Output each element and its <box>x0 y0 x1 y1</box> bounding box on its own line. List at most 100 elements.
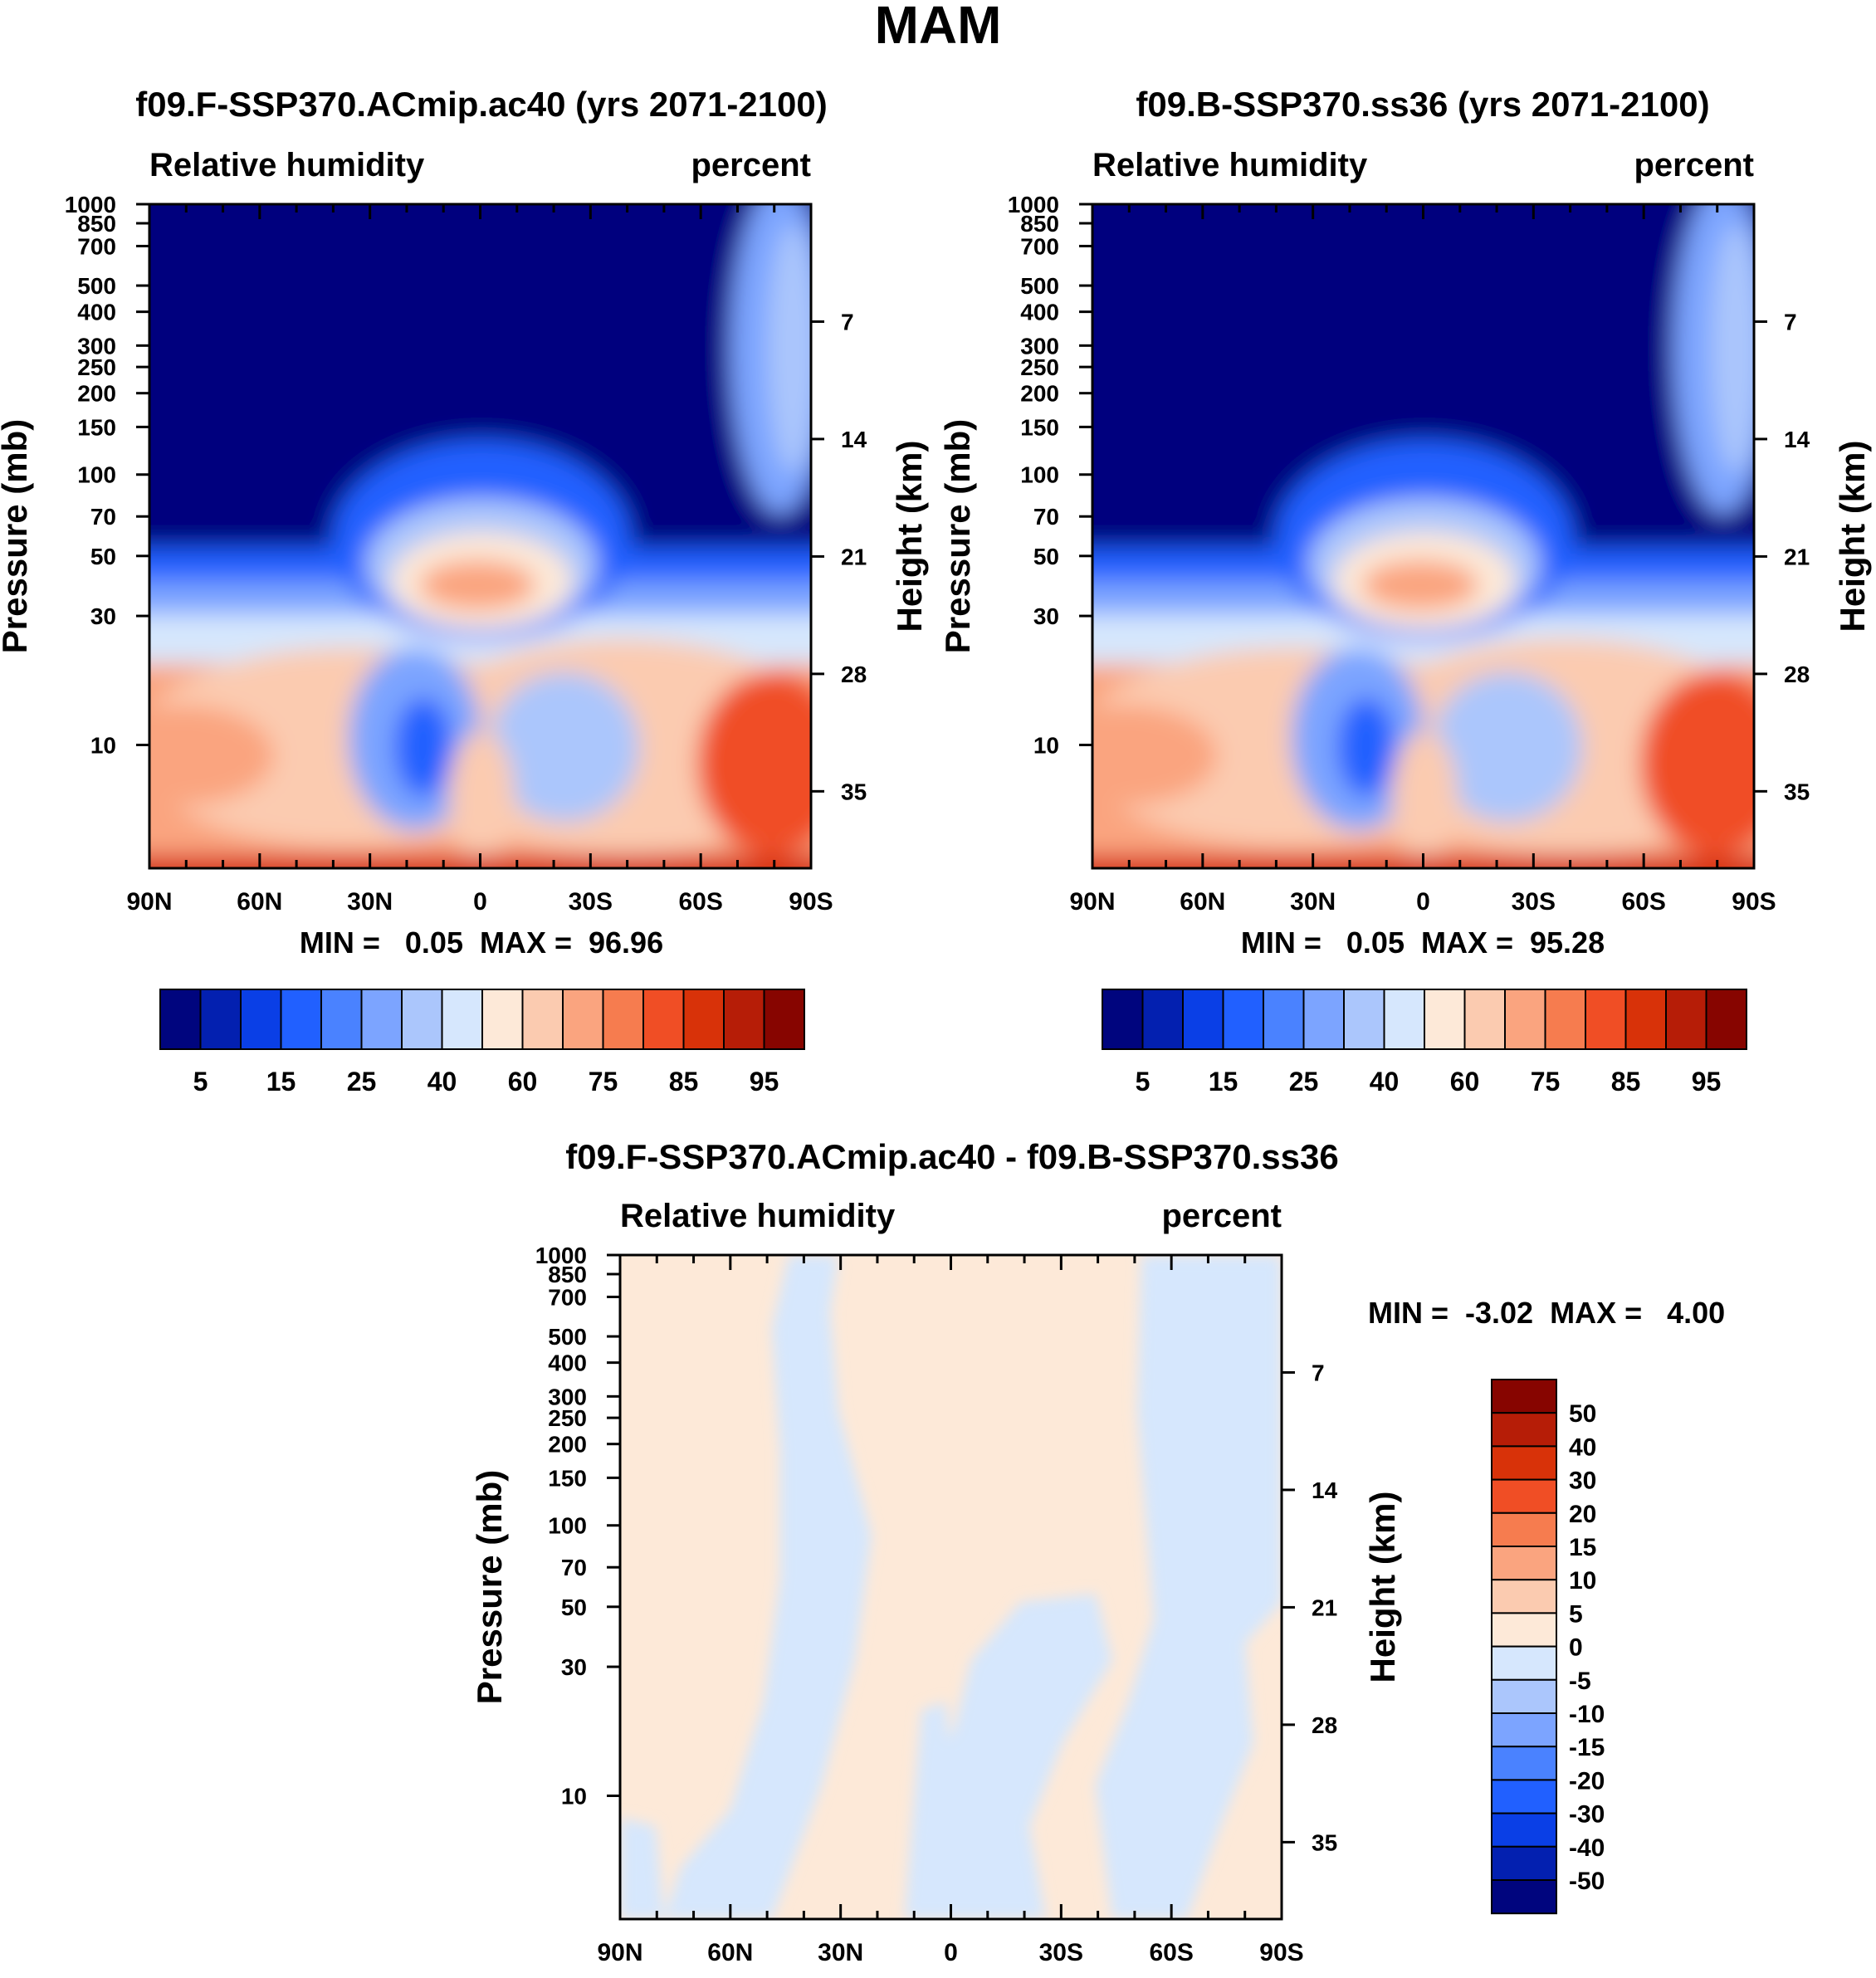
y2-tick-label: 21 <box>1784 544 1810 569</box>
y-tick-label: 300 <box>77 333 116 359</box>
x-ticks: 90N 60N 30N 0 30S 60S 90S <box>126 204 833 916</box>
panel-title: f09.F-SSP370.ACmip.ac40 (yrs 2071-2100) <box>135 85 827 124</box>
y2-tick-label: 14 <box>841 427 867 452</box>
units-label: percent <box>1634 147 1755 183</box>
colorbar-label: 40 <box>427 1067 457 1096</box>
colorbar-box <box>1504 989 1546 1050</box>
x-tick-label: 0 <box>944 1939 958 1966</box>
colorbar-label: 85 <box>1611 1067 1641 1096</box>
colorbar-label: 60 <box>508 1067 538 1096</box>
x-tick-label: 30S <box>569 888 613 916</box>
colorbar-label: 60 <box>1450 1067 1480 1096</box>
colorbar-box <box>1491 1579 1557 1614</box>
colorbar-label: -40 <box>1569 1834 1605 1862</box>
colorbar-label: 30 <box>1569 1468 1596 1495</box>
colorbar-box <box>1491 1746 1557 1781</box>
colorbar-box <box>1302 989 1345 1050</box>
y-tick-label: 10 <box>90 732 116 758</box>
y-tick-label: 200 <box>77 381 116 407</box>
colorbar-label: 75 <box>589 1067 618 1096</box>
colorbar-box <box>723 989 765 1050</box>
x-tick-label: 60S <box>678 888 722 916</box>
units-label: percent <box>691 147 812 183</box>
y2-tick-label: 35 <box>1312 1829 1337 1855</box>
colorbar-box <box>1491 1612 1557 1648</box>
x-tick-label: 90S <box>789 888 833 916</box>
colorbar-box <box>1424 989 1466 1050</box>
colorbar-box <box>1491 1645 1557 1681</box>
colorbar-label: 15 <box>266 1067 296 1096</box>
variable-label: Relative humidity <box>149 147 425 183</box>
y2-tick-label: 21 <box>841 544 867 569</box>
y-tick-label: 100 <box>77 462 116 488</box>
y-tick-label: 1000 <box>535 1243 587 1268</box>
contour-field <box>620 1255 1282 1919</box>
colorbar: 5 15 25 40 60 75 85 95 <box>159 989 805 1096</box>
colorbar-box <box>1463 989 1506 1050</box>
y-tick-label: 10 <box>561 1783 587 1809</box>
colorbar: 5 15 25 40 60 75 85 95 <box>1102 989 1747 1096</box>
colorbar-box <box>1491 1478 1557 1514</box>
colorbar-label: -10 <box>1569 1701 1605 1728</box>
colorbar-box <box>682 989 725 1050</box>
colorbar-box <box>1491 1712 1557 1748</box>
y-tick-label: 50 <box>1033 544 1059 569</box>
colorbar-box <box>441 989 483 1050</box>
colorbar-label: -15 <box>1569 1734 1605 1761</box>
y2-axis-label: Height (km) <box>1833 441 1872 632</box>
x-tick-label: 60N <box>1180 888 1225 916</box>
colorbar-box <box>401 989 443 1050</box>
y-tick-label: 700 <box>77 233 116 259</box>
y2-tick-label: 28 <box>1312 1712 1337 1738</box>
colorbar-box <box>320 989 363 1050</box>
colorbar-box <box>1383 989 1425 1050</box>
colorbar-box <box>1705 989 1747 1050</box>
y-tick-label: 30 <box>1033 603 1059 629</box>
y-tick-label: 70 <box>1033 504 1059 530</box>
x-tick-label: 90N <box>126 888 172 916</box>
colorbar-label: 15 <box>1209 1067 1238 1096</box>
y-tick-label: 100 <box>548 1513 587 1539</box>
colorbar-label: 95 <box>1692 1067 1722 1096</box>
y-tick-label: 500 <box>77 273 116 299</box>
variable-label: Relative humidity <box>620 1198 896 1234</box>
colorbar-label: 5 <box>1569 1600 1583 1628</box>
y2-tick-label: 7 <box>841 309 854 335</box>
colorbar-label: -5 <box>1569 1668 1591 1695</box>
y-axis-label: Pressure (mb) <box>470 1470 509 1704</box>
colorbar-box <box>1102 989 1144 1050</box>
panel-title: f09.B-SSP370.ss36 (yrs 2071-2100) <box>1136 85 1709 124</box>
x-tick-label: 0 <box>473 888 487 916</box>
y2-tick-label: 7 <box>1312 1360 1325 1385</box>
x-ticks: 90N 60N 30N 0 30S 60S 90S <box>597 1255 1304 1966</box>
colorbar-label: 5 <box>1136 1067 1151 1096</box>
colorbar-box <box>1491 1512 1557 1548</box>
y2-tick-label: 35 <box>1784 779 1810 804</box>
x-tick-label: 60N <box>707 1939 753 1966</box>
x-tick-label: 30N <box>347 888 393 916</box>
x-ticks: 90N 60N 30N 0 30S 60S 90S <box>1069 204 1776 916</box>
colorbar-box <box>1491 1678 1557 1715</box>
panel-difference: f09.F-SSP370.ACmip.ac40 - f09.B-SSP370.s… <box>470 1137 1725 1966</box>
colorbar-box <box>1585 989 1627 1050</box>
y-tick-label: 70 <box>90 504 116 530</box>
colorbar-box <box>159 989 202 1050</box>
colorbar-label: 85 <box>669 1067 699 1096</box>
y-tick-label: 50 <box>90 544 116 569</box>
y2-axis-label: Height (km) <box>890 441 929 632</box>
variable-label: Relative humidity <box>1092 147 1368 183</box>
colorbar-box <box>562 989 604 1050</box>
y2-tick-label: 14 <box>1784 427 1810 452</box>
y-tick-label: 1000 <box>65 192 116 217</box>
min-max-text: MIN = 0.05 MAX = 95.28 <box>1241 926 1605 960</box>
y-tick-label: 10 <box>1033 732 1059 758</box>
colorbar-box <box>240 989 282 1050</box>
y-tick-label: 400 <box>77 300 116 325</box>
colorbar-box <box>1491 1379 1557 1414</box>
colorbar-box <box>199 989 242 1050</box>
colorbar-box <box>1491 1546 1557 1581</box>
colorbar-box <box>521 989 564 1050</box>
